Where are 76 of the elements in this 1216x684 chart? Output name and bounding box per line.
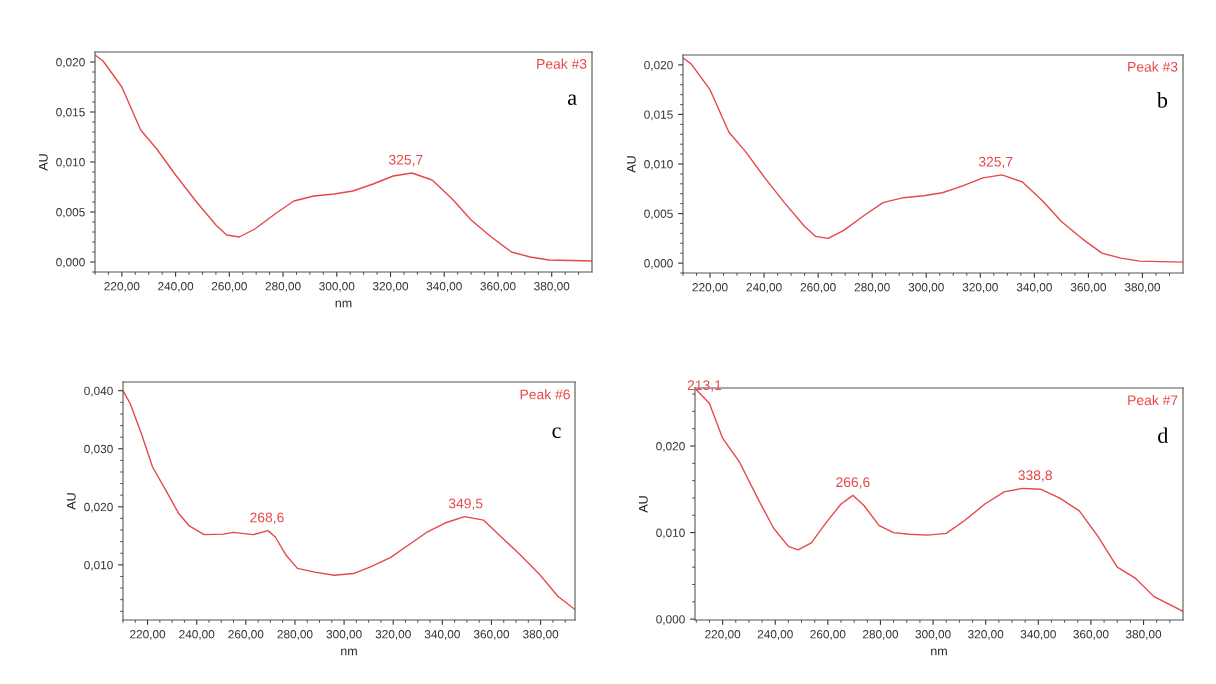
x-tick-label: 320,00 [375, 630, 411, 640]
annotation: 266,6 [836, 477, 870, 489]
x-tick-label: 280,00 [265, 282, 301, 292]
annotation: 338,8 [1018, 470, 1052, 482]
y-axis-title: AU [66, 493, 76, 510]
x-tick-label: 340,00 [424, 630, 460, 640]
y-tick-label: 0,020 [644, 60, 673, 71]
annotation: 268,6 [250, 512, 284, 524]
x-tick-label: 300,00 [915, 630, 951, 640]
x-tick-label: 320,00 [372, 282, 409, 292]
y-tick-label: 0,020 [84, 502, 113, 513]
x-tick-label: 300,00 [326, 630, 362, 640]
annotation: 325,7 [388, 154, 423, 167]
x-tick-label: 220,00 [130, 630, 166, 640]
x-tick-label: 340,00 [1016, 283, 1052, 293]
x-tick-label: 220,00 [692, 283, 728, 293]
x-tick-label: 220,00 [104, 282, 140, 292]
annotation: b [1156, 92, 1168, 108]
x-tick-label: 240,00 [158, 282, 194, 292]
x-tick-label: 360,00 [1073, 630, 1109, 640]
x-tick-label: 300,00 [908, 283, 944, 293]
y-tick-label: 0,000 [644, 259, 673, 269]
y-tick-label: 0,010 [84, 560, 113, 571]
line-series [123, 390, 575, 611]
y-tick-label: 0,000 [656, 615, 685, 625]
x-tick-label: 220,00 [705, 630, 741, 640]
annotation: c [552, 427, 561, 439]
x-tick-label: 340,00 [426, 282, 462, 292]
x-tick-label: 240,00 [746, 283, 782, 293]
annotation: a [568, 94, 577, 106]
annotation: 325,7 [978, 156, 1013, 169]
x-tick-label: 380,00 [534, 282, 570, 292]
y-tick-label: 0,000 [56, 258, 85, 268]
y-tick-label: 0,040 [84, 386, 113, 397]
y-tick-label: 0,015 [644, 110, 673, 121]
y-axis-title: AU [638, 496, 648, 513]
annotation: Peak #7 [1128, 394, 1178, 406]
x-axis-title: nm [931, 648, 947, 656]
x-tick-label: 260,00 [211, 282, 247, 292]
x-tick-label: 340,00 [1020, 630, 1056, 640]
y-tick-label: 0,030 [84, 444, 113, 455]
x-tick-label: 280,00 [854, 283, 890, 293]
y-tick-label: 0,005 [644, 209, 673, 220]
annotation: Peak #6 [520, 389, 570, 400]
y-tick-label: 0,020 [56, 58, 85, 68]
x-tick-label: 280,00 [863, 630, 899, 640]
y-axis-title: AU [626, 156, 636, 173]
y-tick-label: 0,020 [656, 442, 685, 452]
x-tick-label: 260,00 [800, 283, 836, 293]
x-tick-label: 300,00 [319, 282, 355, 292]
x-tick-label: 320,00 [968, 630, 1004, 640]
y-tick-label: 0,010 [656, 528, 685, 539]
annotation: Peak #3 [1128, 61, 1178, 72]
x-tick-label: 360,00 [473, 630, 510, 640]
y-tick-label: 0,005 [56, 208, 85, 218]
x-tick-label: 280,00 [277, 630, 313, 640]
x-tick-label: 320,00 [962, 283, 998, 293]
y-tick-label: 0,015 [56, 108, 85, 118]
annotation: 213,1 [687, 380, 722, 392]
x-axis-title: nm [341, 648, 357, 656]
x-tick-label: 380,00 [1124, 283, 1161, 293]
annotation: d [1158, 427, 1169, 444]
x-tick-label: 380,00 [1125, 630, 1162, 640]
annotation: Peak #3 [537, 58, 587, 69]
y-tick-label: 0,010 [644, 160, 673, 170]
x-tick-label: 260,00 [810, 630, 846, 640]
x-tick-label: 380,00 [523, 630, 559, 640]
x-tick-label: 240,00 [757, 630, 793, 640]
y-axis-title: AU [38, 154, 48, 171]
x-tick-label: 360,00 [1070, 283, 1106, 293]
x-axis-title: nm [335, 300, 352, 308]
x-tick-label: 360,00 [480, 282, 516, 292]
x-tick-label: 260,00 [228, 630, 264, 640]
y-tick-label: 0,010 [56, 158, 85, 168]
annotation: 349,5 [448, 498, 483, 511]
x-tick-label: 240,00 [179, 630, 215, 640]
